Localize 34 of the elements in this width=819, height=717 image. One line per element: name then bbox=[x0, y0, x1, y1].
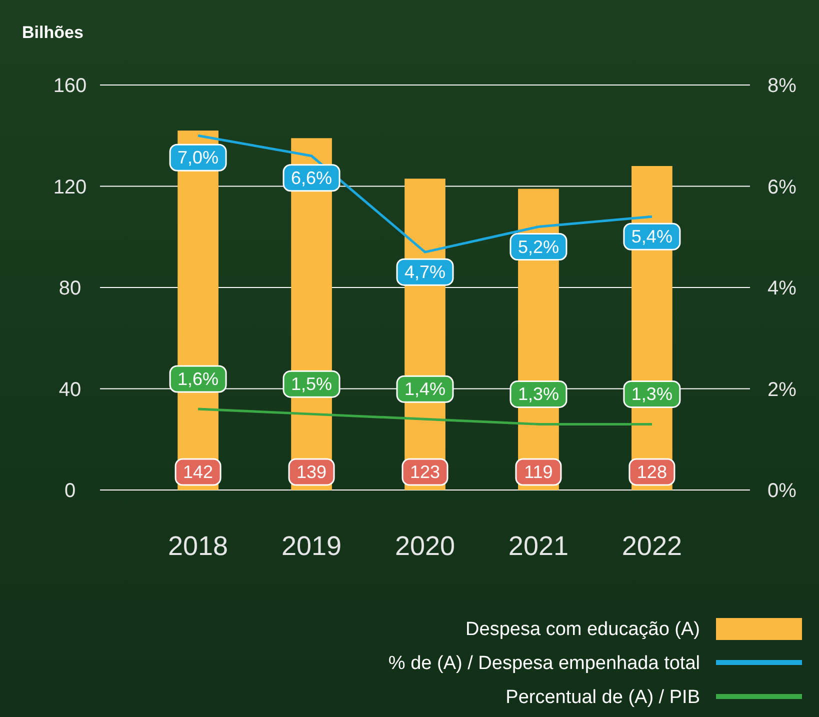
legend-label: Percentual de (A) / PIB bbox=[506, 687, 700, 708]
legend-label: % de (A) / Despesa empenhada total bbox=[388, 653, 700, 674]
data-label: 1,3% bbox=[518, 384, 559, 404]
data-label: 7,0% bbox=[178, 148, 219, 168]
data-label: 1,6% bbox=[178, 369, 219, 389]
data-label: 119 bbox=[524, 462, 553, 482]
x-tick-label: 2022 bbox=[622, 531, 682, 561]
y2-tick-label: 4% bbox=[768, 278, 797, 300]
data-label: 4,7% bbox=[404, 262, 446, 282]
y-tick-label: 80 bbox=[58, 278, 82, 300]
y2-tick-label: 8% bbox=[768, 75, 797, 97]
y2-tick-label: 2% bbox=[768, 378, 797, 401]
y-axis-title: Bilhões bbox=[22, 23, 84, 42]
y-tick-label: 0 bbox=[64, 480, 76, 502]
data-label: 5,4% bbox=[631, 226, 672, 247]
data-label: 128 bbox=[636, 462, 667, 482]
data-label: 142 bbox=[183, 462, 214, 482]
data-label: 6,6% bbox=[291, 168, 332, 188]
data-label: 1,3% bbox=[631, 384, 672, 404]
x-tick-label: 2021 bbox=[508, 531, 569, 561]
data-label: 1,4% bbox=[404, 379, 446, 400]
y2-tick-label: 0% bbox=[768, 480, 797, 502]
x-tick-label: 2019 bbox=[281, 531, 342, 561]
x-tick-label: 2020 bbox=[394, 531, 456, 561]
data-label: 5,2% bbox=[518, 236, 559, 257]
x-tick-label: 2018 bbox=[168, 531, 228, 561]
y-tick-label: 40 bbox=[58, 378, 82, 401]
y-tick-label: 120 bbox=[53, 176, 87, 198]
y-tick-label: 160 bbox=[53, 75, 87, 97]
legend-label: Despesa com educação (A) bbox=[466, 619, 700, 640]
data-label: 139 bbox=[296, 462, 327, 482]
data-label: 1,5% bbox=[291, 374, 332, 394]
y2-tick-label: 6% bbox=[768, 176, 797, 198]
data-label: 123 bbox=[410, 462, 440, 482]
